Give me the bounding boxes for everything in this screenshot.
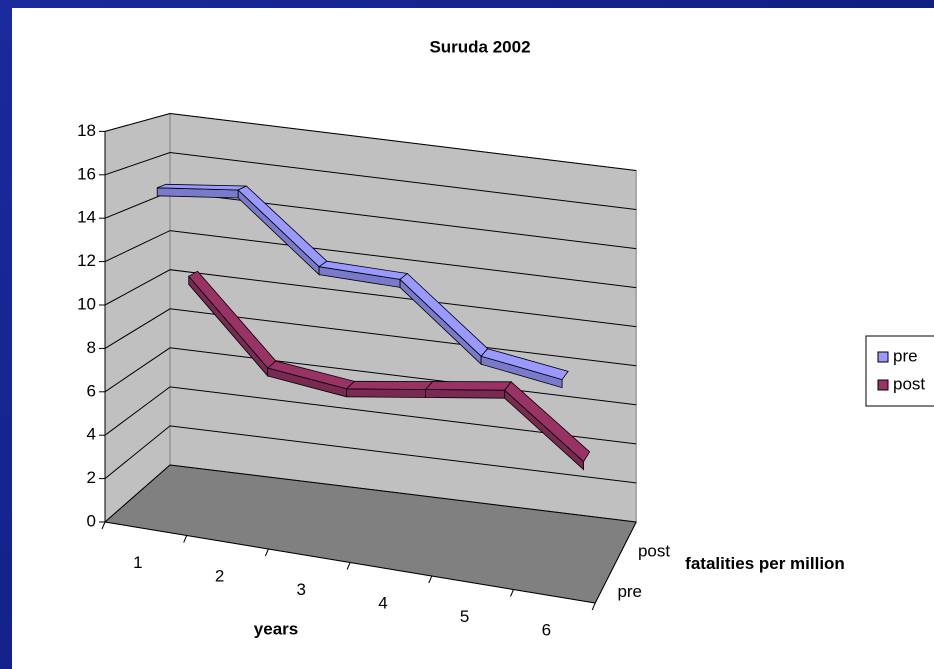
legend-swatch: [877, 379, 889, 391]
y-tick-label: 12: [77, 251, 96, 270]
x-tick: [101, 521, 106, 530]
grid-line: [104, 425, 637, 484]
ribbon-top: [480, 348, 569, 381]
x-tick: [428, 575, 433, 584]
x-tick: [264, 548, 269, 557]
y-tick-label: 8: [87, 338, 96, 357]
x-axis-title: years: [254, 619, 298, 638]
legend-label: post: [893, 374, 925, 393]
x-tick-label: 5: [460, 607, 469, 626]
grid-line: [104, 269, 637, 328]
ribbon-side: [425, 389, 506, 399]
ribbon-side: [346, 388, 427, 398]
ribbon-top: [345, 380, 434, 390]
x-tick: [510, 589, 514, 597]
ribbon-top: [424, 381, 513, 391]
grid-line: [104, 386, 637, 445]
x-tick-label: 6: [542, 621, 551, 640]
y-tick-label: 0: [87, 511, 96, 530]
z-axis-title: fatalities per million: [685, 554, 845, 573]
grid-line: [104, 112, 637, 171]
ribbon-top: [504, 381, 591, 463]
x-tick: [183, 535, 188, 543]
x-tick: [346, 562, 351, 570]
legend-box: [865, 335, 934, 407]
y-tick-label: 4: [87, 425, 96, 444]
x-tick: [591, 602, 596, 611]
y-tick-label: 10: [77, 294, 96, 313]
x-tick-label: 4: [378, 594, 387, 613]
grid-line: [104, 464, 637, 523]
legend-label: pre: [893, 346, 918, 365]
y-tick-label: 2: [87, 468, 96, 487]
y-tick-label: 14: [77, 208, 96, 227]
x-tick-label: 3: [297, 580, 306, 599]
x-tick-label: 2: [215, 567, 224, 586]
grid-line: [104, 151, 637, 210]
z-tick-label: post: [638, 542, 670, 561]
legend-swatch: [877, 351, 889, 363]
y-tick-label: 18: [77, 121, 96, 140]
y-tick-label: 6: [87, 381, 96, 400]
grid-line: [104, 230, 637, 289]
chart-title: Suruda 2002: [429, 37, 530, 56]
z-axis: [594, 521, 637, 604]
x-tick-label: 1: [133, 553, 142, 572]
z-tick-label: pre: [617, 582, 642, 601]
y-tick-label: 16: [77, 164, 96, 183]
side-wall: [104, 112, 171, 524]
